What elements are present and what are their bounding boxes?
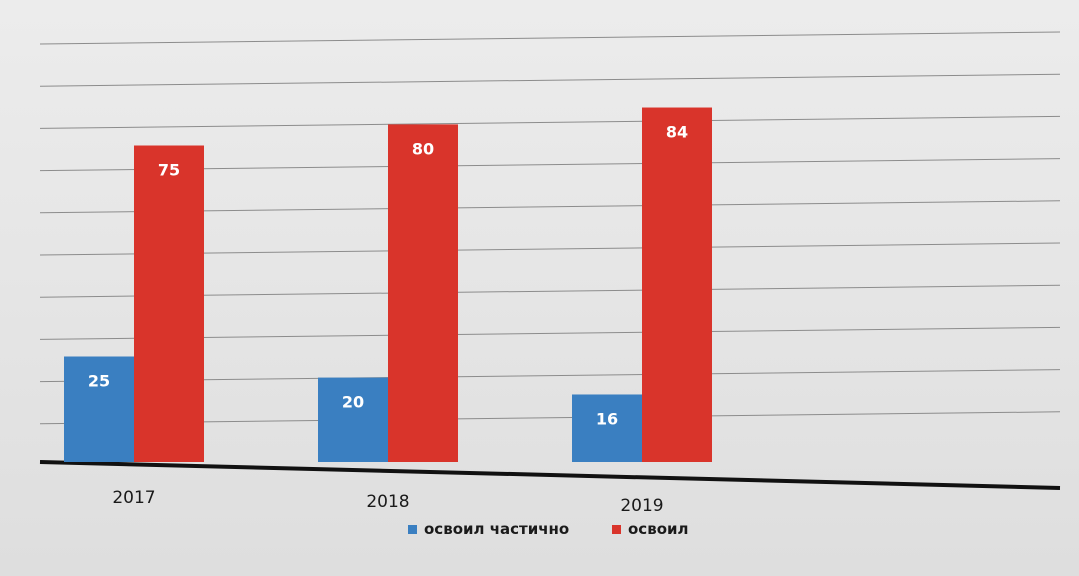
bar [388,124,458,463]
bar [64,356,134,462]
gridline [39,73,1061,87]
gridline [39,158,1061,172]
gridline [39,369,1061,383]
bar [572,394,642,462]
bar [642,107,712,463]
x-tick-label: 2019 [620,496,663,516]
data-label: 16 [596,409,618,428]
x-tick-label: 2017 [112,488,155,508]
x-axis-line [39,460,1061,490]
bar [134,145,204,462]
legend-label: освоил [628,520,689,538]
data-label: 75 [158,161,180,180]
gridline [39,242,1061,256]
bar [318,377,388,462]
data-label: 84 [666,123,688,142]
data-label: 80 [412,139,434,158]
x-tick-label: 2018 [366,492,409,512]
legend-swatch [408,525,417,534]
legend-label: освоил частично [424,520,569,538]
gridline [39,31,1061,45]
gridline [39,200,1061,214]
gridline [39,411,1061,425]
gridline [39,115,1061,129]
data-label: 20 [342,393,364,412]
legend-swatch [612,525,621,534]
gridline [39,326,1061,340]
gridline [39,284,1061,298]
data-label: 25 [88,372,110,391]
